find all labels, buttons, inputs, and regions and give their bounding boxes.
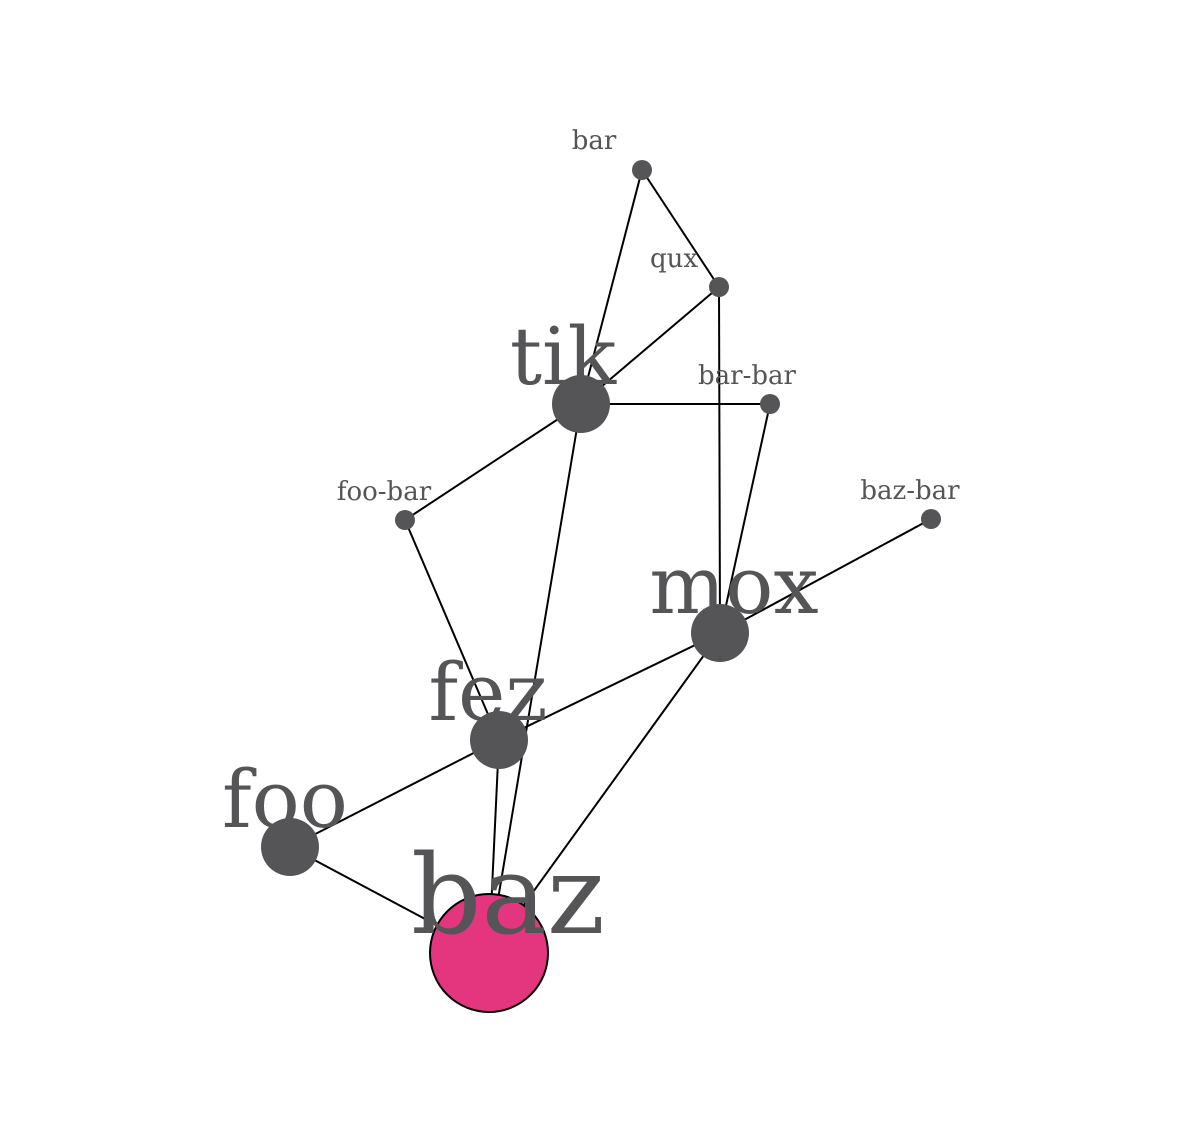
edge-fez-foo (289, 739, 500, 848)
edge-bar-qux (641, 169, 720, 288)
edge-mox-fez (498, 632, 721, 741)
node-bar[interactable] (632, 160, 652, 180)
node-label-baz-bar: baz-bar (860, 476, 960, 506)
node-foo[interactable] (261, 818, 319, 876)
node-label-baz: baz (411, 831, 605, 959)
edge-foo-bar-fez (404, 519, 500, 741)
edge-qux-mox (718, 286, 721, 634)
labels-layer: bar qux tik bar-bar foo-bar baz-bar mox fezfoob… (222, 126, 960, 959)
node-label-mox: mox (649, 539, 818, 632)
edge-bar-tik (580, 169, 643, 405)
node-baz[interactable] (429, 893, 549, 1013)
node-baz-bar[interactable] (921, 509, 941, 529)
edge-tik-baz (488, 403, 582, 954)
node-fez[interactable] (470, 711, 528, 769)
node-qux[interactable] (709, 277, 729, 297)
node-label-fez: fez (428, 646, 547, 739)
edges-layer (289, 169, 932, 954)
nodes-layer (261, 160, 941, 1013)
node-tik[interactable] (552, 375, 610, 433)
edge-qux-tik (580, 286, 720, 405)
node-label-foo-bar: foo-bar (337, 477, 432, 507)
node-label-bar: bar (572, 126, 617, 156)
node-label-bar-bar: bar-bar (698, 361, 797, 391)
node-label-tik: tik (510, 310, 618, 403)
node-label-qux: qux (650, 244, 698, 274)
edge-bar-bar-mox (719, 403, 771, 634)
node-mox[interactable] (691, 604, 749, 662)
edge-baz-bar-mox (719, 518, 932, 634)
edge-mox-baz (488, 632, 721, 954)
node-label-foo: foo (222, 753, 348, 846)
node-bar-bar[interactable] (760, 394, 780, 414)
edge-tik-foo-bar (404, 403, 582, 521)
node-foo-bar[interactable] (395, 510, 415, 530)
